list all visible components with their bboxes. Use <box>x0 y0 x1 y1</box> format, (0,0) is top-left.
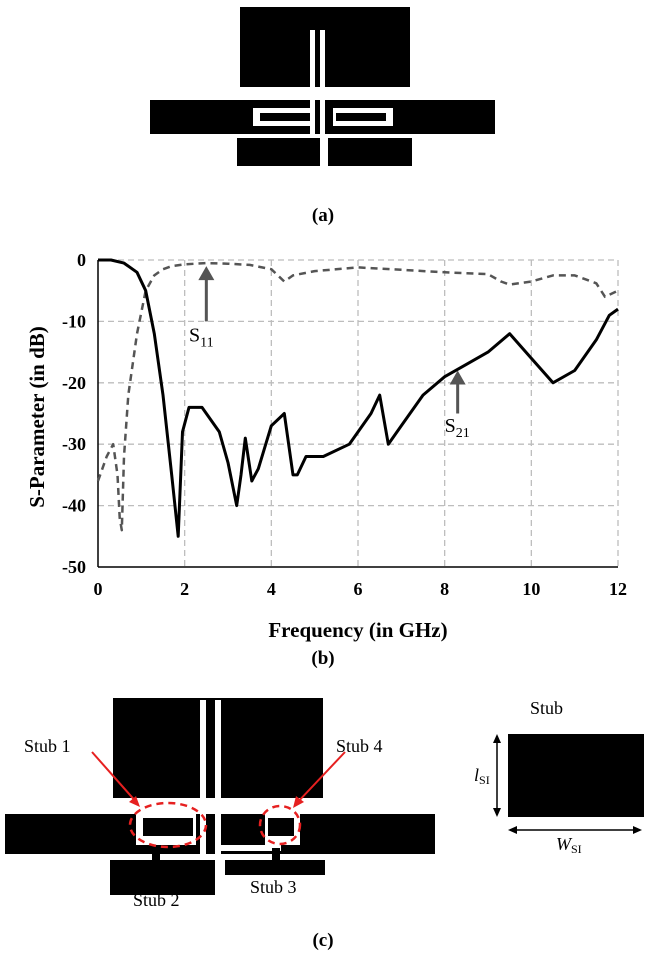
filter-layout-c: Stub 1 Stub 4 Stub 2 Stub 3 Stub lSI WSI <box>5 698 644 910</box>
y-tick-label: 0 <box>77 250 86 270</box>
stub-1-highlight <box>128 801 208 849</box>
series-label: S21 <box>445 415 470 441</box>
y-axis-label: S-Parameter (in dB) <box>25 326 49 508</box>
y-tick-label: -20 <box>62 373 86 393</box>
stub-4-label: Stub 4 <box>336 736 383 756</box>
x-tick-label: 2 <box>180 579 189 599</box>
caption-a: (a) <box>311 205 335 226</box>
series-arrow-head <box>449 370 466 385</box>
stub-2-label: Stub 2 <box>133 890 180 910</box>
bottom-left-patch-c <box>110 860 215 895</box>
caption-b: (b) <box>311 648 335 669</box>
bottom-left-patch-a <box>237 138 321 166</box>
stub-detail-rect <box>508 734 644 817</box>
stub-detail-title: Stub <box>530 698 563 718</box>
series-arrow-head <box>198 266 215 281</box>
filter-layout-a <box>150 7 495 170</box>
stub-1-label: Stub 1 <box>24 736 71 756</box>
chart-series <box>96 258 619 538</box>
x-tick-label: 6 <box>354 579 363 599</box>
y-tick-label: -50 <box>62 557 86 577</box>
chart-annotations: S11 S21 <box>189 266 470 441</box>
x-tick-label: 0 <box>94 579 103 599</box>
chart-grid <box>98 259 619 567</box>
y-tick-label: -40 <box>62 496 86 516</box>
y-tick-label: -30 <box>62 434 86 454</box>
bottom-right-patch-a <box>328 138 412 166</box>
stub-length-label: lSI <box>474 765 490 787</box>
y-tick-label: -10 <box>62 311 86 331</box>
bottom-right-patch-c <box>225 860 325 875</box>
x-tick-label: 12 <box>609 579 627 599</box>
series-line-s21 <box>98 258 619 538</box>
chart-axes <box>97 260 618 568</box>
chart-ticks: 0 2 4 6 8 10 12 0 -10 -20 -30 -40 -50 <box>62 250 627 599</box>
caption-c: (c) <box>312 930 334 951</box>
x-tick-label: 8 <box>440 579 449 599</box>
x-axis-label: Frequency (in GHz) <box>268 618 447 642</box>
x-tick-label: 10 <box>522 579 540 599</box>
s-parameter-chart: 0 2 4 6 8 10 12 0 -10 -20 -30 -40 -50 S11 S21 Frequen… <box>25 250 627 642</box>
stub-4-highlight <box>258 804 302 846</box>
series-label: S11 <box>189 325 214 351</box>
stub-3-label: Stub 3 <box>250 877 297 897</box>
stub-width-label: WSI <box>556 834 582 856</box>
x-tick-label: 4 <box>267 579 276 599</box>
series-line-s11 <box>96 261 619 532</box>
